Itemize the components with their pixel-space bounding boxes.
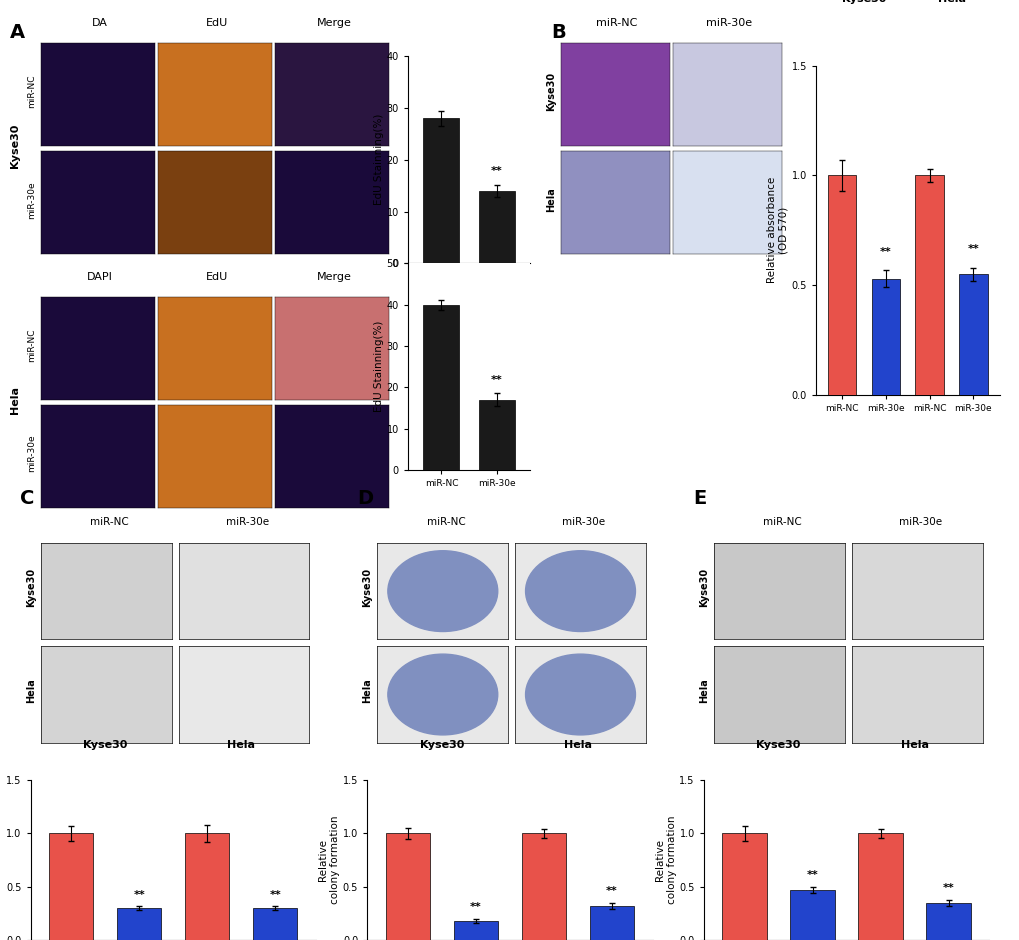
Text: EdU: EdU bbox=[206, 272, 227, 282]
Text: Hela: Hela bbox=[900, 741, 927, 750]
Y-axis label: EdU Stainning(%): EdU Stainning(%) bbox=[373, 321, 383, 413]
Bar bbox=[479, 400, 515, 470]
Text: Kyse30: Kyse30 bbox=[698, 568, 708, 607]
Y-axis label: Relative
colony formation: Relative colony formation bbox=[654, 816, 676, 904]
Bar bbox=[925, 902, 970, 940]
Text: Kyse30: Kyse30 bbox=[25, 568, 36, 607]
Text: miR-30e: miR-30e bbox=[26, 180, 36, 219]
Text: Hela: Hela bbox=[227, 741, 255, 750]
Text: miR-30e: miR-30e bbox=[705, 18, 752, 28]
Text: Hela: Hela bbox=[545, 187, 555, 212]
Bar bbox=[423, 305, 459, 470]
Bar bbox=[479, 191, 515, 263]
Bar bbox=[453, 921, 497, 940]
Bar bbox=[721, 834, 766, 940]
Text: Merge: Merge bbox=[316, 272, 352, 282]
Text: miR-NC: miR-NC bbox=[427, 517, 465, 527]
Y-axis label: Relative
tube formation: Relative tube formation bbox=[0, 822, 3, 899]
Text: Kyse30: Kyse30 bbox=[841, 0, 886, 5]
Text: Hela: Hela bbox=[10, 385, 20, 414]
Y-axis label: Relative absorbance
(OD 570): Relative absorbance (OD 570) bbox=[766, 177, 788, 284]
Text: Hela: Hela bbox=[936, 0, 965, 5]
Text: DA: DA bbox=[92, 18, 107, 28]
Bar bbox=[871, 278, 900, 395]
Text: **: ** bbox=[942, 883, 954, 893]
Bar bbox=[522, 834, 566, 940]
Text: **: ** bbox=[806, 870, 817, 881]
Bar bbox=[117, 908, 161, 940]
Text: **: ** bbox=[967, 244, 978, 255]
Bar bbox=[958, 274, 986, 395]
Text: Hela: Hela bbox=[564, 741, 591, 750]
Text: Kyse30: Kyse30 bbox=[84, 741, 127, 750]
Text: **: ** bbox=[133, 889, 145, 900]
Text: A: A bbox=[10, 24, 25, 42]
Text: miR-30e: miR-30e bbox=[26, 434, 36, 473]
Text: Kyse30: Kyse30 bbox=[545, 72, 555, 111]
Text: **: ** bbox=[605, 886, 618, 897]
Text: Kyse30: Kyse30 bbox=[756, 741, 800, 750]
Text: **: ** bbox=[269, 889, 281, 900]
Bar bbox=[385, 834, 430, 940]
Text: C: C bbox=[20, 489, 35, 508]
Text: Hela: Hela bbox=[362, 679, 372, 703]
Text: miR-NC: miR-NC bbox=[26, 75, 36, 108]
Circle shape bbox=[387, 654, 497, 735]
Text: Hela: Hela bbox=[698, 679, 708, 703]
Bar bbox=[185, 834, 229, 940]
Text: **: ** bbox=[879, 246, 891, 257]
Text: **: ** bbox=[470, 902, 481, 913]
Text: miR-NC: miR-NC bbox=[26, 329, 36, 362]
Text: EdU: EdU bbox=[206, 18, 227, 28]
Text: Kyse30: Kyse30 bbox=[10, 123, 20, 168]
Text: Merge: Merge bbox=[316, 18, 352, 28]
Text: miR-30e: miR-30e bbox=[561, 517, 605, 527]
Circle shape bbox=[525, 551, 635, 632]
Text: D: D bbox=[357, 489, 373, 508]
Text: Hela: Hela bbox=[25, 679, 36, 703]
Text: **: ** bbox=[491, 166, 502, 177]
Bar bbox=[253, 908, 298, 940]
Text: E: E bbox=[693, 489, 706, 508]
Y-axis label: EdU Stainning(%): EdU Stainning(%) bbox=[373, 114, 383, 206]
Bar bbox=[423, 118, 459, 263]
Bar bbox=[858, 834, 902, 940]
Bar bbox=[827, 176, 856, 395]
Text: **: ** bbox=[491, 375, 502, 385]
Text: DAPI: DAPI bbox=[87, 272, 112, 282]
Text: Kyse30: Kyse30 bbox=[362, 568, 372, 607]
Text: Kyse30: Kyse30 bbox=[420, 741, 464, 750]
Bar bbox=[589, 906, 634, 940]
Y-axis label: Relative
colony formation: Relative colony formation bbox=[318, 816, 339, 904]
Text: miR-NC: miR-NC bbox=[91, 517, 128, 527]
Bar bbox=[915, 176, 943, 395]
Circle shape bbox=[387, 551, 497, 632]
Text: B: B bbox=[550, 24, 565, 42]
Bar bbox=[49, 834, 94, 940]
Text: miR-30e: miR-30e bbox=[898, 517, 942, 527]
Text: miR-NC: miR-NC bbox=[763, 517, 801, 527]
Bar bbox=[790, 890, 834, 940]
Text: miR-NC: miR-NC bbox=[596, 18, 637, 28]
Text: miR-30e: miR-30e bbox=[225, 517, 269, 527]
Circle shape bbox=[525, 654, 635, 735]
